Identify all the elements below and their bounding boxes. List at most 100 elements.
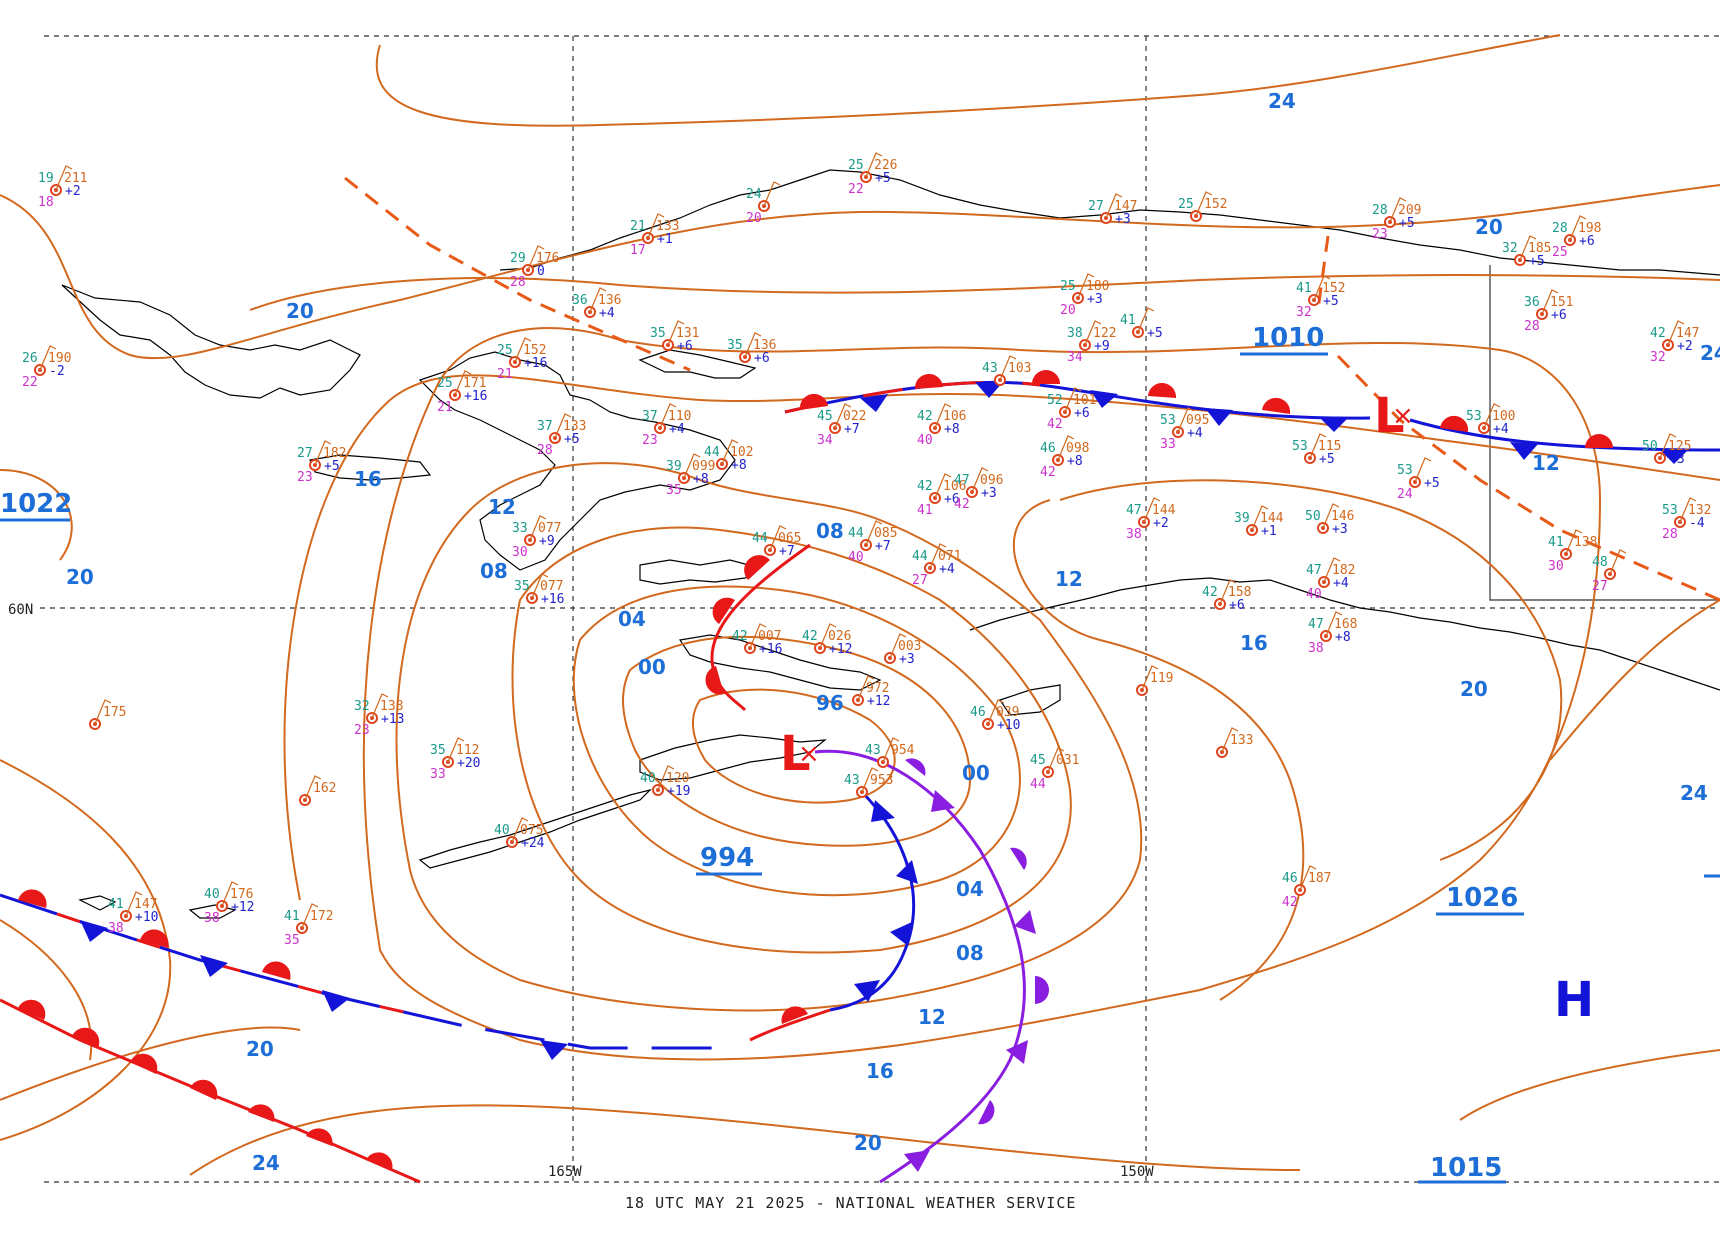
station-tendency: +8 [1067,454,1083,469]
station-dewpoint: 23 [354,723,370,738]
station-tendency: -3 [1669,452,1685,467]
station-tendency: +13 [381,712,404,727]
station-pressure: 110 [668,409,691,424]
station-pressure: 138 [1574,535,1597,550]
station-temperature: 47 [954,473,970,488]
station-temperature: 27 [1088,199,1104,214]
trough-ne [1316,235,1330,311]
station-pressure: 147 [1676,326,1699,341]
isobar-label: 20 [1460,677,1488,701]
station-temperature: 43 [844,773,860,788]
wind-barb [721,439,739,465]
station-pressure: 144 [1152,503,1176,518]
trough-nw [344,176,691,372]
station-pressure: 125 [1668,439,1691,454]
station-temperature: 35 [650,326,666,341]
station-dewpoint: 28 [537,443,553,458]
station-temperature: 53 [1662,503,1678,518]
station-plot: 44 065+7 [752,525,801,559]
station-pressure: 152 [523,343,546,358]
station-pressure: 101 [1073,393,1096,408]
station-pressure: 146 [1331,509,1354,524]
station-temperature: 41 [284,909,300,924]
station-plot: 40 120+19 [640,765,690,799]
station-plot: 33 077 30 +9 [512,515,561,560]
wind-barb [1047,747,1065,773]
station-tendency: +8 [731,458,747,473]
station-dewpoint: 42 [954,497,970,512]
station-plot: 46 187 42 [1282,865,1331,910]
lat-60n-label: 60N [8,602,33,618]
station-pressure: 039 [996,705,1019,720]
station-temperature: 37 [537,419,553,434]
cold-front-south [829,788,916,1012]
station-temperature: 53 [1397,463,1413,478]
station-pressure: 147 [134,897,157,912]
station-dewpoint: 42 [1040,465,1056,480]
station-plot: 32 185+5 [1502,235,1551,269]
station-temperature: 32 [354,699,370,714]
station-plot: 36 151 28 +6 [1524,289,1573,334]
station-tendency: +4 [1333,576,1349,591]
wind-barb [314,440,332,466]
station-tendency: +6 [754,351,770,366]
station-tendency: -4 [1689,516,1705,531]
lon-150w-label: 150W [1120,1164,1154,1180]
isobars [0,34,1720,1176]
isobar-label: 20 [286,299,314,323]
station-dewpoint: 44 [1030,777,1046,792]
wind-barb [744,332,762,358]
wind-barb [1221,727,1239,753]
wind-barb [882,737,900,763]
station-tendency: +5 [1424,476,1440,491]
station-pressure: 152 [1322,281,1345,296]
station-dewpoint: 38 [1126,527,1142,542]
wind-barb [865,520,883,546]
station-tendency: +3 [899,652,915,667]
station-tendency: +6 [1579,234,1595,249]
station-temperature: 42 [1650,326,1666,341]
station-temperature: 48 [1592,555,1608,570]
isobar-label: 04 [618,607,646,631]
station-pressure: 007 [758,629,781,644]
station-pressure: 147 [1114,199,1137,214]
wind-barb [1137,307,1155,333]
wind-barb [934,403,952,429]
station-plot: 28 209 23 +5 [1372,197,1421,242]
station-pressure: 152 [1204,197,1227,212]
station-pressure: 190 [48,351,71,366]
isobar-label: 12 [488,495,516,519]
station-tendency: +2 [1677,339,1693,354]
wind-barb [1177,407,1195,433]
station-temperature: 36 [572,293,588,308]
station-pressure: 122 [1093,326,1116,341]
station-dewpoint: 20 [1060,303,1076,318]
station-plot: 42 106 40 +8 [917,403,966,448]
station-plot: 35 077+16 [514,573,564,607]
station-temperature: 50 [1305,509,1321,524]
isobar-label: 96 [816,691,844,715]
station-plot: 42 147 32 +2 [1650,320,1699,365]
station-dewpoint: 17 [630,243,646,258]
station-plot: 53 115+5 [1292,433,1341,467]
station-dewpoint: 23 [642,433,658,448]
wind-barb [1313,275,1331,301]
wind-barb [1323,557,1341,583]
wind-barb [657,765,675,791]
station-plot: 25 152 21 +16 [497,337,547,382]
station-tendency: +12 [867,694,890,709]
station-plot: 25 171 21 +16 [437,370,487,415]
footer-caption: 18 UTC MAY 21 2025 - NATIONAL WEATHER SE… [625,1194,1076,1212]
station-plot: 27 147+3 [1088,193,1137,227]
lon-165w-label: 165W [548,1164,582,1180]
station-temperature: 39 [666,459,682,474]
station-plot: 119 [1136,665,1173,696]
station-temperature: 21 [630,219,646,234]
station-pressure: 954 [891,743,915,758]
wind-barb [659,403,677,429]
station-plot: 972+12 [852,675,890,709]
wind-barb [1609,549,1627,575]
station-dewpoint: 28 [1524,319,1540,334]
station-tendency: +10 [135,910,158,925]
station-tendency: +20 [457,756,480,771]
